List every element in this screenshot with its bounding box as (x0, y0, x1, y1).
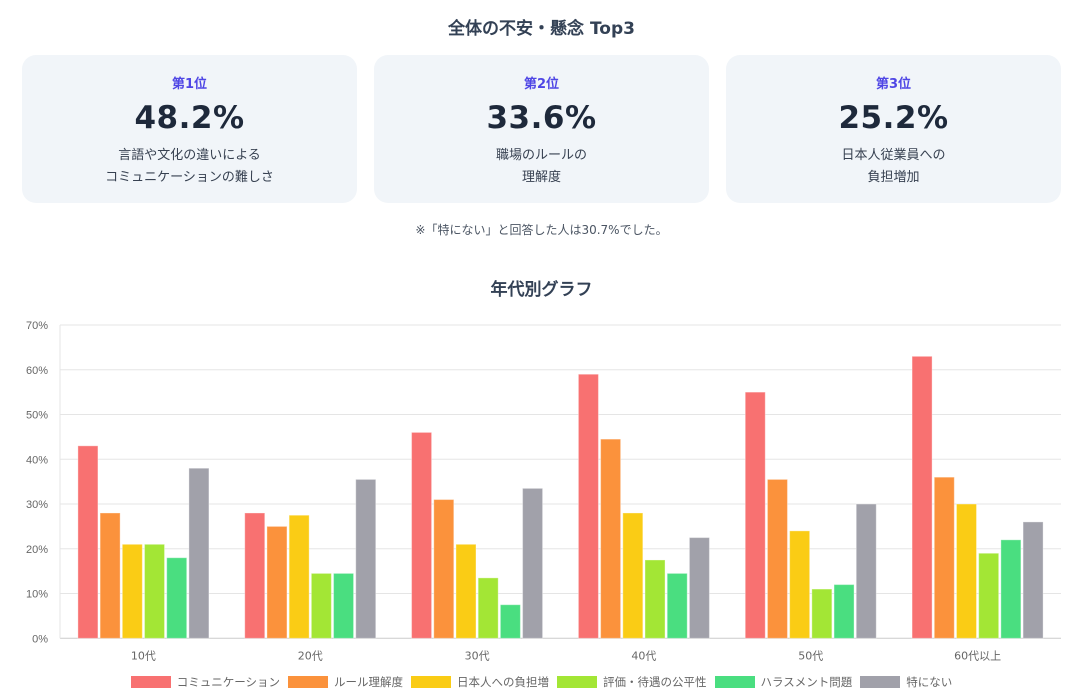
bar[interactable] (355, 478, 377, 639)
bar[interactable] (188, 467, 210, 639)
bar[interactable] (244, 512, 266, 639)
x-tick-label: 20代 (298, 649, 323, 662)
legend-label: 評価・待遇の公平性 (603, 675, 707, 689)
y-tick-label: 30% (26, 499, 48, 511)
legend-item[interactable]: コミュニケーション (130, 674, 280, 690)
bar[interactable] (933, 476, 955, 639)
rank-percent: 48.2% (134, 100, 245, 136)
legend-label: ハラスメント問題 (760, 675, 853, 689)
legend-label: ルール理解度 (334, 675, 403, 689)
grid-lines (59, 324, 1061, 639)
bar[interactable] (911, 355, 933, 639)
legend-swatch (288, 676, 328, 688)
legend-swatch (714, 676, 755, 688)
bars (77, 355, 1044, 639)
y-tick-label: 70% (26, 320, 48, 332)
y-tick-label: 40% (26, 454, 48, 466)
rank-description-line: コミュニケーションの難しさ (105, 170, 274, 185)
bar[interactable] (411, 431, 433, 639)
bar[interactable] (166, 557, 188, 639)
legend-item[interactable]: ルール理解度 (288, 674, 403, 690)
bar[interactable] (499, 604, 521, 639)
rank-card-2: 第2位 33.6% 職場のルールの 理解度 (374, 55, 709, 203)
x-tick-label: 10代 (131, 649, 156, 662)
rank-card-3: 第3位 25.2% 日本人従業員への 負担増加 (726, 55, 1061, 203)
x-tick-label: 60代以上 (954, 649, 1001, 662)
bar-chart: 0% 10% 20% 30% 40% 50% 60% 70% 10代 20代 30代 40代 50代 6… (26, 320, 1061, 662)
legend-item[interactable]: 評価・待遇の公平性 (557, 674, 707, 690)
bar[interactable] (333, 572, 355, 639)
bar[interactable] (288, 514, 310, 639)
bar[interactable] (310, 572, 332, 639)
bar[interactable] (477, 577, 499, 639)
rank-description-line: 日本人従業員への (841, 148, 946, 163)
rank-label: 第2位 (523, 77, 560, 92)
rank-percent: 25.2% (838, 100, 949, 136)
bar[interactable] (688, 537, 710, 639)
x-tick-label: 40代 (631, 649, 656, 662)
bar[interactable] (1022, 521, 1044, 639)
legend-label: 特にない (906, 675, 953, 689)
bar[interactable] (622, 512, 644, 639)
bar[interactable] (855, 503, 877, 639)
y-tick-label: 10% (26, 589, 48, 601)
legend-item[interactable]: 日本人への負担増 (411, 674, 549, 690)
legend-swatch (411, 676, 451, 688)
y-tick-label: 50% (26, 410, 48, 422)
rank-description-line: 職場のルールの (495, 148, 587, 163)
bar[interactable] (955, 503, 977, 639)
x-axis-ticks: 10代 20代 30代 40代 50代 60代以上 (131, 649, 1001, 662)
legend-swatch (860, 676, 901, 688)
bar[interactable] (144, 543, 166, 639)
bar[interactable] (978, 552, 1000, 639)
rank-label: 第3位 (875, 77, 912, 92)
bar[interactable] (522, 487, 544, 639)
bar[interactable] (99, 512, 121, 639)
top3-cards: 第1位 48.2% 言語や文化の違いによる コミュニケーションの難しさ 第2位 … (22, 55, 1061, 203)
legend-item[interactable]: ハラスメント問題 (714, 674, 853, 690)
bar[interactable] (789, 530, 811, 639)
bar[interactable] (811, 588, 833, 639)
x-tick-label: 50代 (798, 649, 823, 662)
bar[interactable] (644, 559, 666, 639)
chart-legend: コミュニケーション ルール理解度 日本人への負担増 評価・待遇の公平性 ハラスメント問題… (0, 674, 1083, 690)
rank-description-line: 言語や文化の違いによる (118, 148, 261, 163)
rank-card-1: 第1位 48.2% 言語や文化の違いによる コミュニケーションの難しさ (22, 55, 357, 203)
y-tick-label: 0% (32, 633, 48, 645)
rank-description: 言語や文化の違いによる コミュニケーションの難しさ (22, 145, 357, 189)
bar[interactable] (121, 543, 143, 639)
legend-label: コミュニケーション (176, 675, 280, 689)
rank-description: 職場のルールの 理解度 (374, 145, 709, 189)
bar[interactable] (766, 478, 788, 639)
bar[interactable] (666, 572, 688, 639)
legend-swatch (557, 676, 597, 688)
bar[interactable] (744, 391, 766, 639)
rank-description-line: 理解度 (521, 170, 561, 185)
legend-swatch (130, 676, 171, 688)
rank-description: 日本人従業員への 負担増加 (726, 145, 1061, 189)
x-tick-label: 30代 (465, 649, 490, 662)
legend-item[interactable]: 特にない (860, 674, 952, 690)
bar[interactable] (266, 525, 288, 639)
bar[interactable] (433, 499, 455, 639)
chart-title: 年代別グラフ (490, 280, 593, 300)
top3-title: 全体の不安・懸念 Top3 (448, 19, 635, 39)
y-tick-label: 20% (26, 544, 48, 556)
rank-label: 第1位 (171, 77, 208, 92)
rank-percent: 33.6% (486, 100, 597, 136)
bar[interactable] (600, 438, 622, 639)
bar[interactable] (577, 373, 599, 639)
bar[interactable] (833, 584, 855, 639)
bar[interactable] (455, 543, 477, 639)
legend-label: 日本人への負担増 (457, 675, 549, 689)
none-answer-note: ※「特にない」と回答した人は30.7%でした。 (415, 223, 668, 237)
y-tick-label: 60% (26, 365, 48, 377)
rank-description-line: 負担増加 (867, 170, 920, 185)
bar[interactable] (1000, 539, 1022, 639)
y-axis-ticks: 0% 10% 20% 30% 40% 50% 60% 70% (26, 320, 48, 645)
bar[interactable] (77, 445, 99, 639)
